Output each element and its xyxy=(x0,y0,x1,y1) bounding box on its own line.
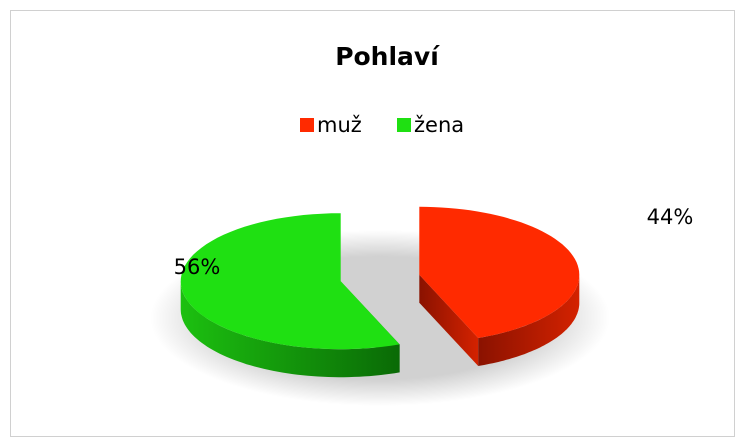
data-label: 56% xyxy=(174,255,221,279)
slice-side xyxy=(419,274,479,366)
slice-wall xyxy=(478,274,580,366)
legend-swatch xyxy=(397,118,411,132)
chart-title: Pohlaví xyxy=(335,42,440,71)
legend-label: muž xyxy=(317,113,362,137)
data-label: 44% xyxy=(647,205,694,229)
slice xyxy=(180,213,400,350)
legend-label: žena xyxy=(414,113,464,137)
legend-swatch xyxy=(300,118,314,132)
slice-wall xyxy=(180,281,400,378)
slice xyxy=(419,206,580,338)
